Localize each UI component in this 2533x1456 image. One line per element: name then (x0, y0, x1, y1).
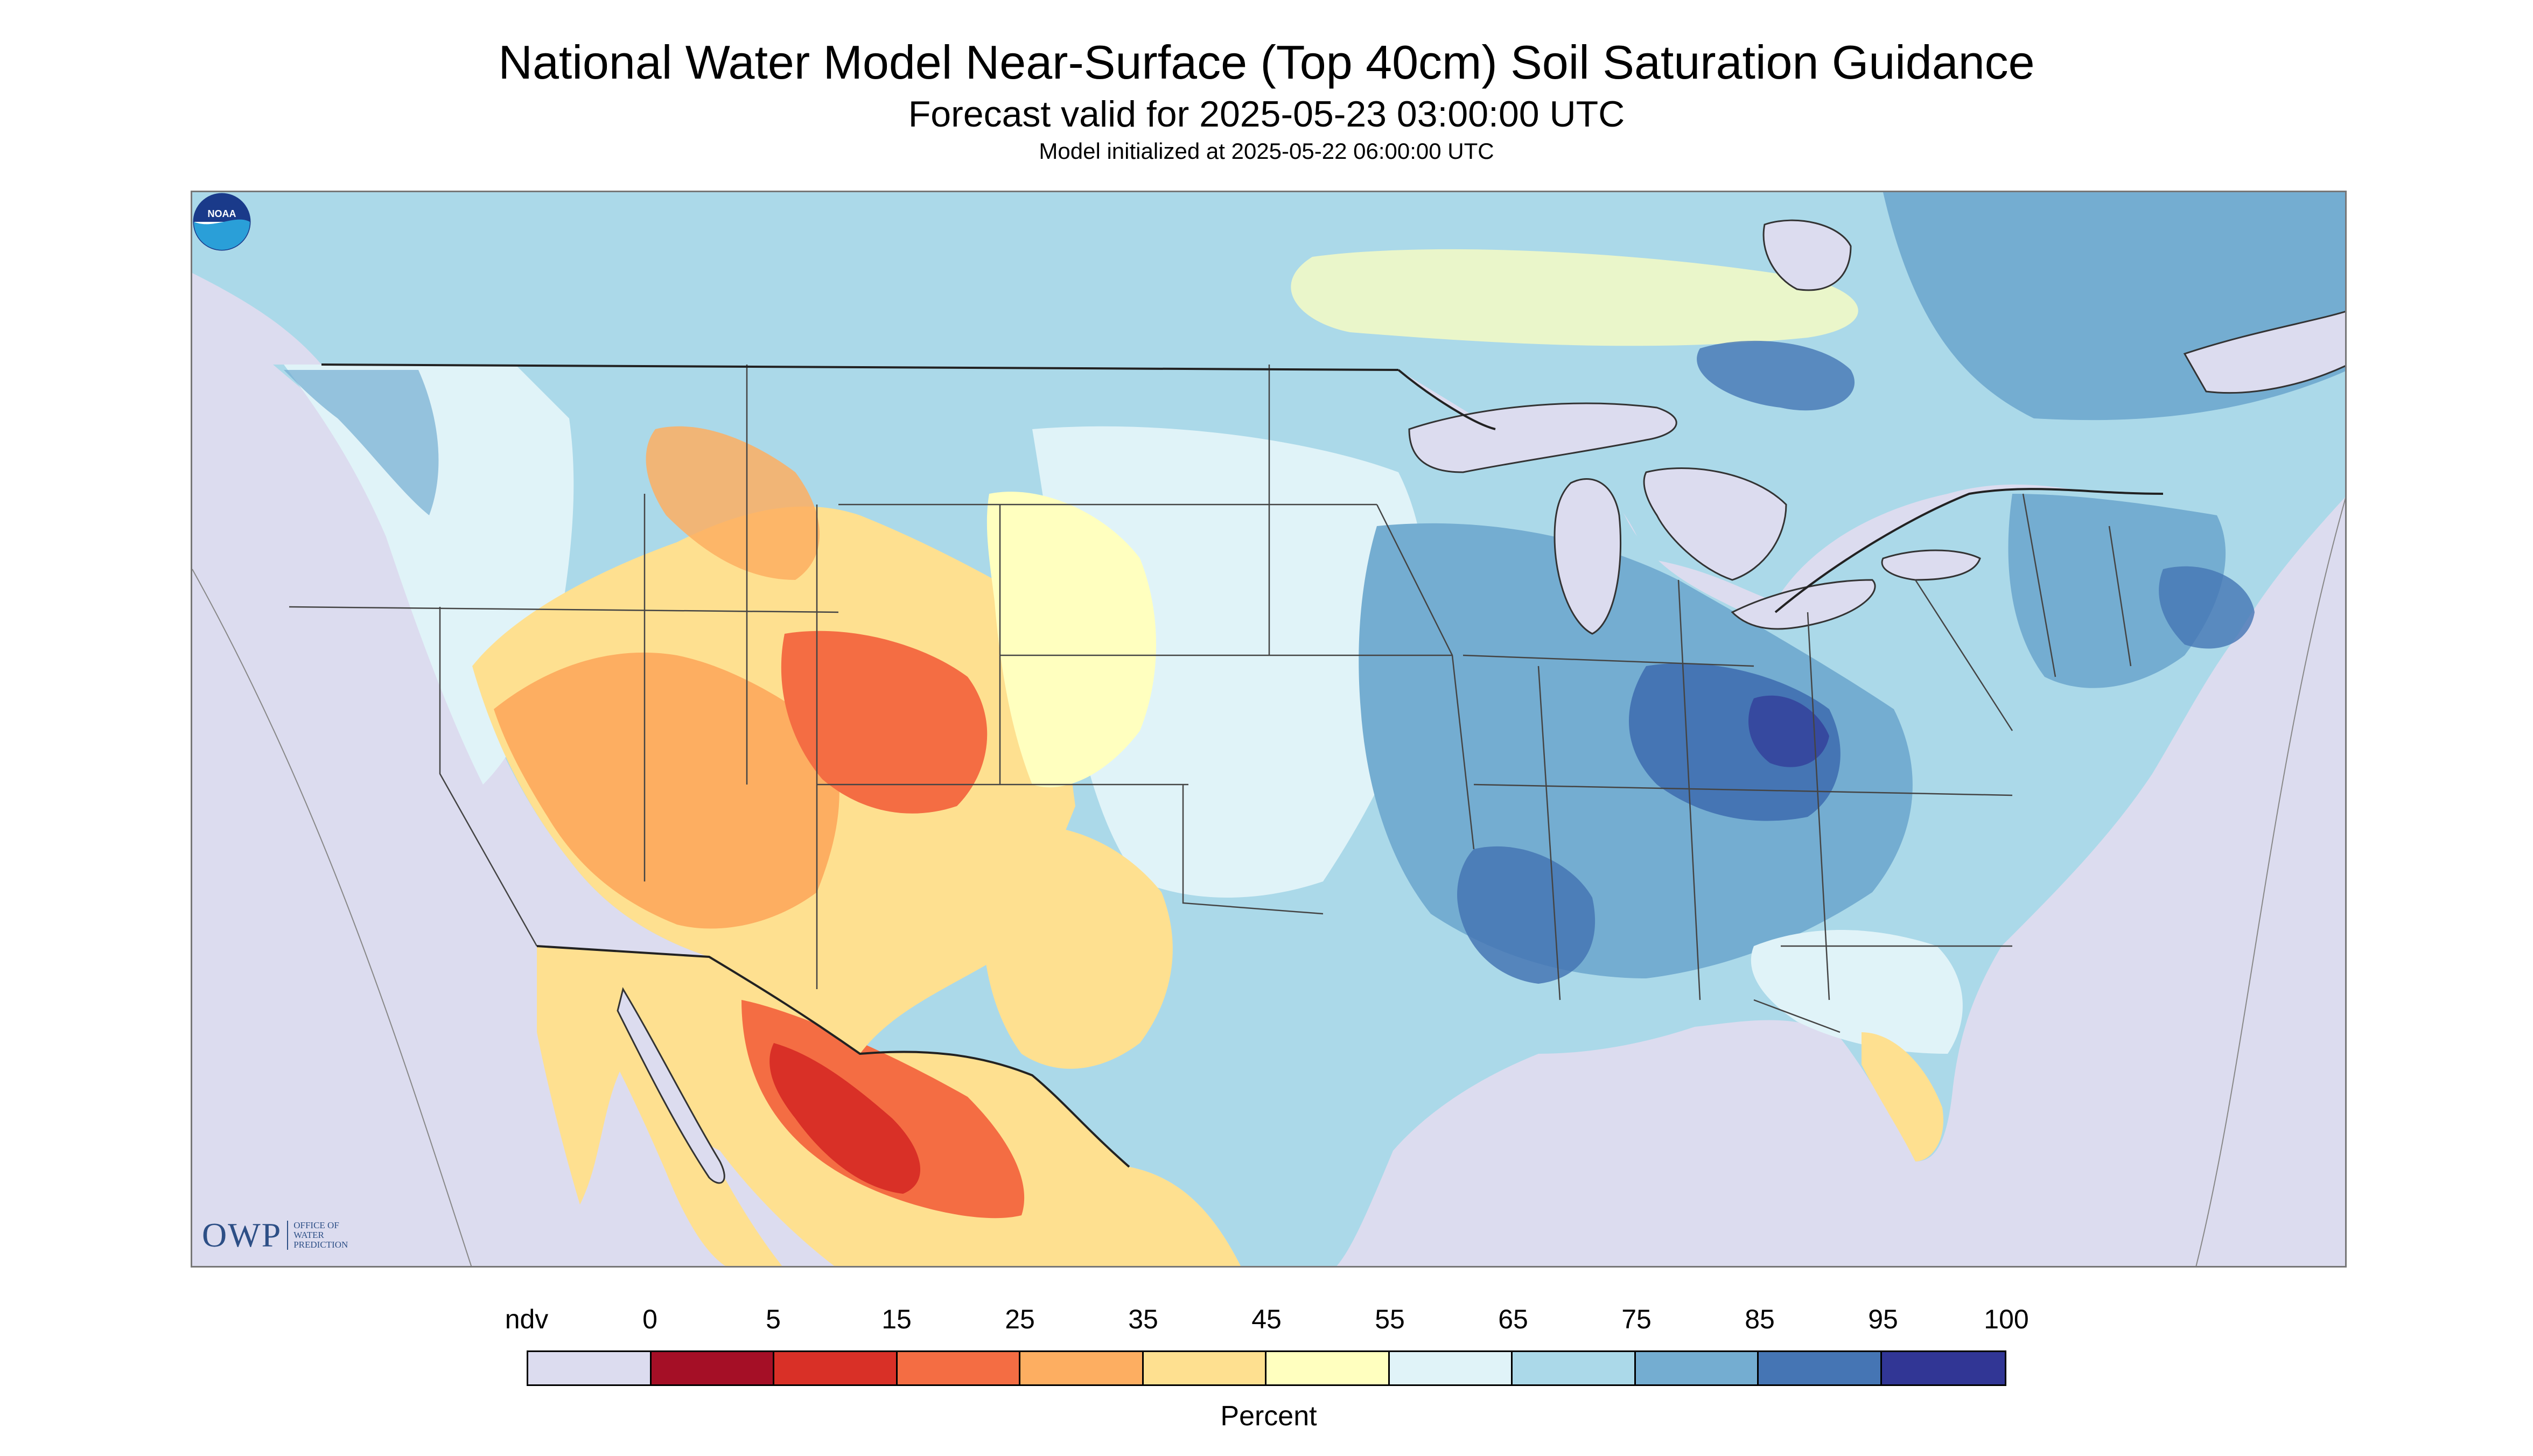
legend-swatch-2 (774, 1352, 898, 1384)
legend-label-3: 15 (881, 1304, 912, 1334)
legend-swatch-0 (528, 1352, 652, 1384)
legend-swatch-4 (1020, 1352, 1144, 1384)
color-legend: ndv 0 5 15 25 35 45 55 65 75 85 95 100 Percent (505, 1303, 2029, 1432)
map-canvas (192, 192, 2345, 1266)
soil-saturation-map: OWP OFFICE OF WATER PREDICTION NOAA (191, 191, 2347, 1268)
texas-dry (982, 825, 1173, 1069)
canada-north-dry-band (1291, 249, 1858, 346)
northern-rockies-dry (646, 426, 820, 580)
high-plains-dry (986, 492, 1156, 788)
legend-label-5: 35 (1128, 1304, 1158, 1334)
pacific-northwest-wet (284, 370, 439, 515)
legend-label-10: 85 (1745, 1304, 1775, 1334)
owp-logo-text: OFFICE OF WATER PREDICTION (287, 1221, 348, 1250)
gulf-of-california (617, 987, 725, 1184)
lake-michigan (1554, 478, 1622, 635)
legend-label-2: 5 (766, 1304, 781, 1334)
legend-swatch-10 (1759, 1352, 1882, 1384)
country-boundaries (321, 363, 2164, 1168)
legend-swatch-1 (651, 1352, 774, 1384)
legend-tick-labels: ndv 0 5 15 25 35 45 55 65 75 85 95 100 (505, 1303, 2029, 1341)
mid-atlantic-very-wet (1748, 695, 1829, 767)
noaa-logo: NOAA (193, 193, 251, 251)
hudson-bay-inlet (1762, 219, 1852, 291)
legend-swatch-3 (897, 1352, 1020, 1384)
legend-label-7: 55 (1375, 1304, 1405, 1334)
legend-label-1: 0 (642, 1304, 657, 1334)
gulf-of-st-lawrence (2183, 309, 2345, 394)
owp-logo-mark: OWP (202, 1216, 282, 1254)
new-england-very-wet (2159, 566, 2255, 649)
noaa-logo-text: NOAA (208, 208, 236, 219)
legend-label-0: ndv (505, 1304, 549, 1334)
map-title: National Water Model Near-Surface (Top 4… (498, 36, 2035, 89)
legend-label-8: 65 (1498, 1304, 1528, 1334)
legend-label-12: 100 (1984, 1304, 2029, 1334)
legend-swatch-5 (1143, 1352, 1266, 1384)
legend-swatch-9 (1635, 1352, 1759, 1384)
legend-label-4: 25 (1005, 1304, 1035, 1334)
four-corners-dry (781, 631, 988, 814)
legend-swatch-7 (1389, 1352, 1513, 1384)
great-plains-moist (1032, 426, 1426, 898)
projection-edge (192, 498, 2345, 1266)
legend-label-6: 45 (1251, 1304, 1282, 1334)
mexico-driest-core (769, 1043, 921, 1194)
lake-huron (1643, 467, 1787, 581)
legend-swatch-6 (1266, 1352, 1390, 1384)
lake-ontario (1881, 549, 1981, 581)
lower-mississippi-wet (1457, 846, 1596, 984)
northeast-wet (2008, 494, 2226, 688)
legend-label-11: 95 (1868, 1304, 1898, 1334)
forecast-valid-line: Forecast valid for 2025-05-23 03:00:00 U… (908, 94, 1625, 135)
legend-swatch-11 (1881, 1352, 2005, 1384)
model-initialized-line: Model initialized at 2025-05-22 06:00:00… (1039, 138, 1494, 164)
legend-color-bar (527, 1350, 2006, 1386)
southeast-moist (1751, 930, 1963, 1054)
hudson-wet-patch (1697, 340, 1855, 411)
legend-label-9: 75 (1621, 1304, 1652, 1334)
florida-dry (1862, 1032, 1943, 1161)
legend-swatch-8 (1513, 1352, 1636, 1384)
legend-unit-label: Percent (1220, 1401, 1317, 1432)
lake-erie (1731, 579, 1876, 630)
mexico-dry-core (741, 1000, 1025, 1219)
owp-logo: OWP OFFICE OF WATER PREDICTION (202, 1211, 348, 1259)
intermountain-dry-core (494, 652, 839, 929)
